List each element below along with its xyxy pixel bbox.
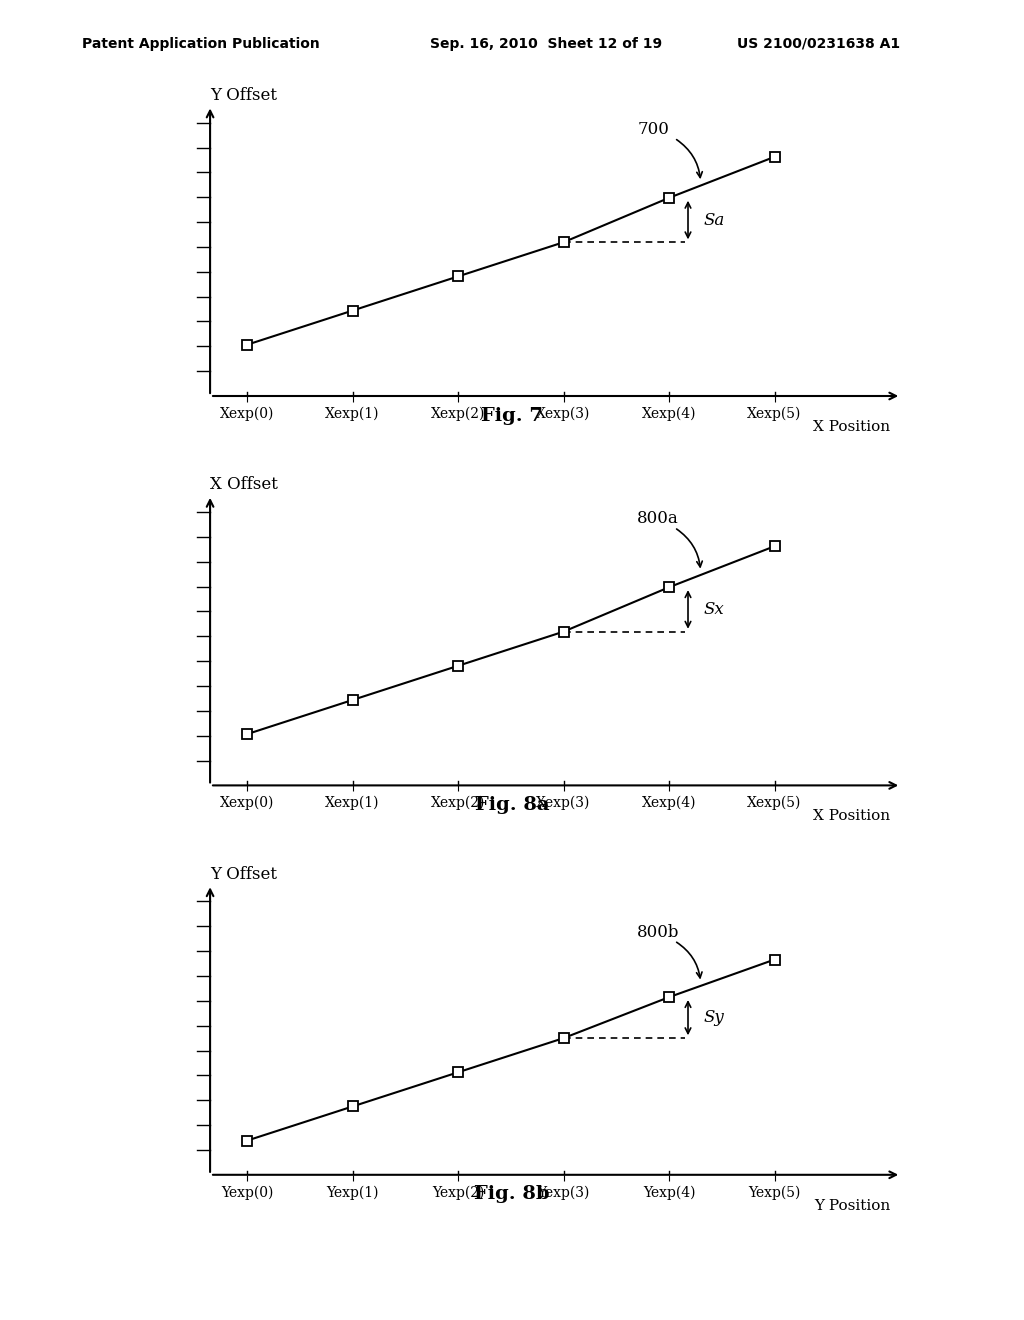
Text: Sep. 16, 2010  Sheet 12 of 19: Sep. 16, 2010 Sheet 12 of 19 — [430, 37, 663, 51]
Text: Sa: Sa — [703, 211, 725, 228]
Text: Fig. 8b: Fig. 8b — [474, 1185, 550, 1204]
Text: 700: 700 — [637, 121, 670, 139]
Text: Fig. 7: Fig. 7 — [481, 407, 543, 425]
Text: Y Offset: Y Offset — [210, 866, 278, 883]
Text: Fig. 8a: Fig. 8a — [475, 796, 549, 814]
Text: X Position: X Position — [813, 809, 891, 824]
Text: Sy: Sy — [703, 1010, 725, 1026]
Text: Y Offset: Y Offset — [210, 87, 278, 104]
Text: X Offset: X Offset — [210, 477, 278, 494]
Text: Patent Application Publication: Patent Application Publication — [82, 37, 319, 51]
Text: 800b: 800b — [637, 924, 680, 941]
Text: US 2100/0231638 A1: US 2100/0231638 A1 — [737, 37, 900, 51]
Text: X Position: X Position — [813, 420, 891, 434]
Text: Y Position: Y Position — [814, 1199, 891, 1213]
Text: Sx: Sx — [703, 601, 725, 618]
Text: 800a: 800a — [637, 511, 679, 528]
